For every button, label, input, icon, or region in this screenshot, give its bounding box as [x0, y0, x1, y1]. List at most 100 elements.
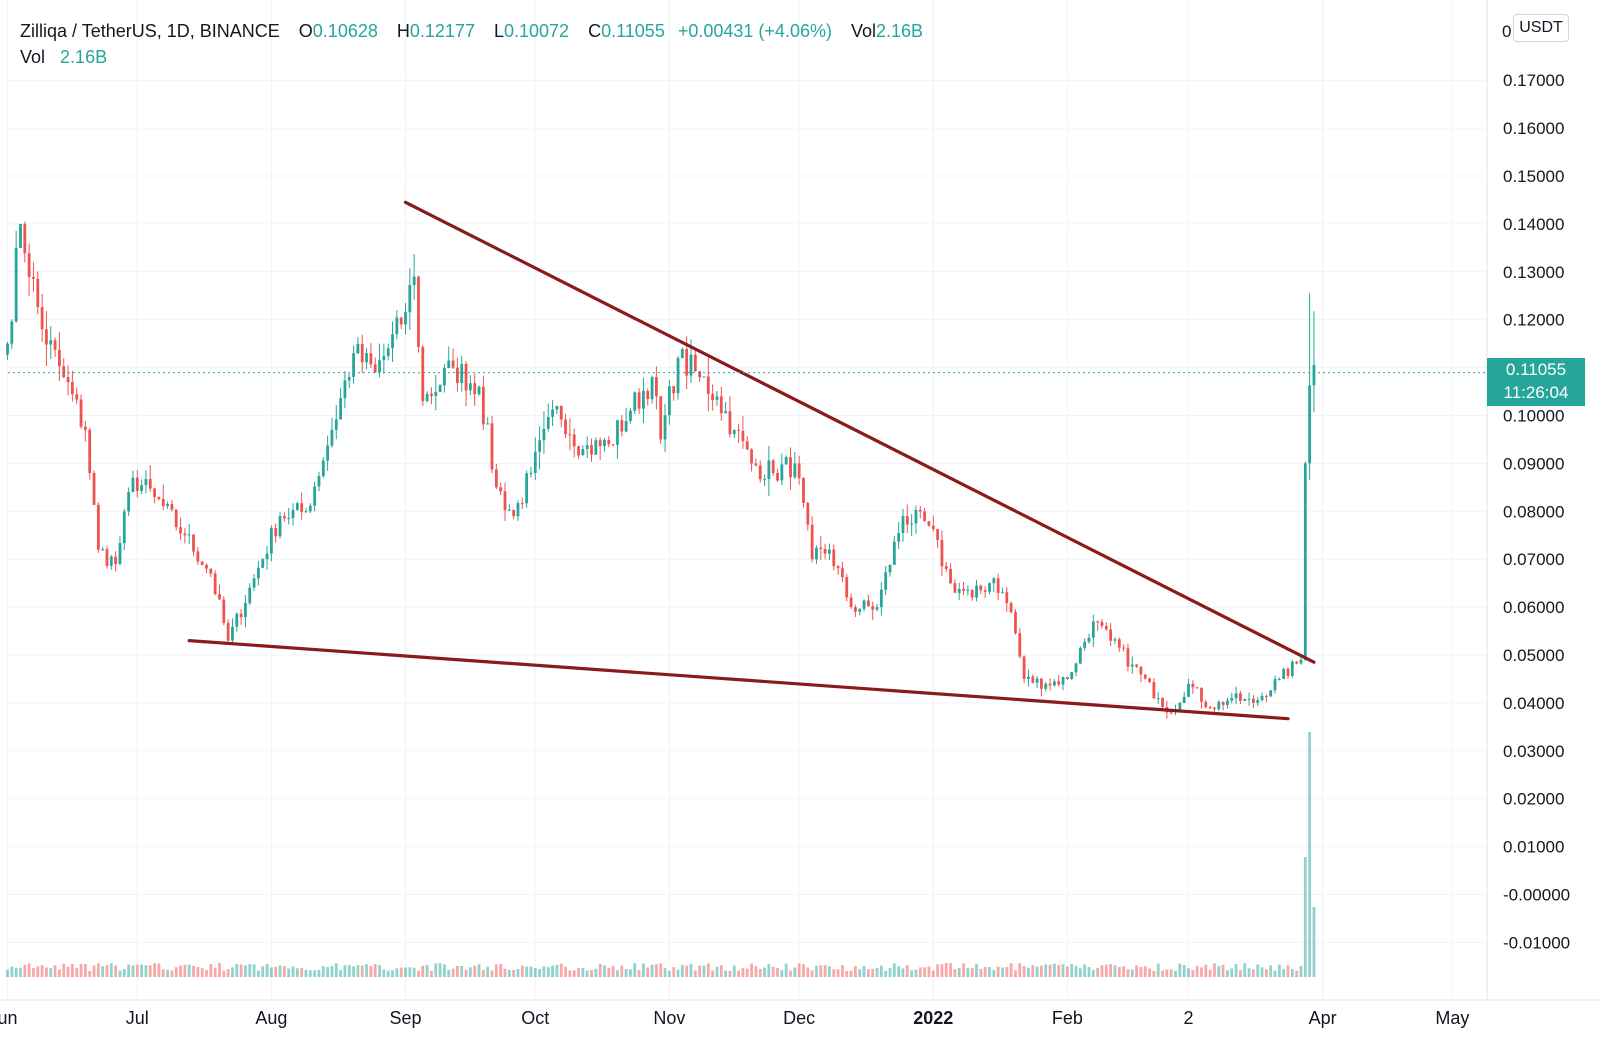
candle-body	[810, 524, 814, 560]
volume-bar	[784, 963, 788, 977]
candle-body	[321, 460, 325, 477]
candle-body	[1161, 698, 1164, 708]
candle-body	[412, 276, 416, 286]
candle-body	[581, 449, 585, 456]
candle-body	[975, 585, 978, 598]
legend: Zilliqa / TetherUS, 1D, BINANCE O0.10628…	[20, 18, 923, 70]
volume-bar	[512, 970, 516, 977]
candle-body	[391, 334, 394, 349]
volume-bar	[1083, 964, 1087, 977]
candle-body	[983, 590, 987, 592]
candle-body	[1221, 701, 1225, 705]
volume-bar	[1161, 970, 1164, 977]
currency-unit-button[interactable]: USDT	[1513, 14, 1569, 42]
open-label: O	[298, 21, 313, 41]
volume-bar	[538, 969, 541, 977]
volume-bar	[443, 964, 446, 977]
volume-bar	[1195, 965, 1199, 977]
volume-bar	[451, 968, 455, 977]
candle-body	[598, 440, 602, 447]
volume-bar	[806, 967, 810, 977]
candle-body	[1052, 681, 1056, 686]
y-tick-label: 0.13000	[1503, 263, 1564, 282]
candle-body	[594, 440, 598, 455]
volume-bar	[135, 964, 139, 977]
volume-bar	[430, 970, 433, 977]
candle-body	[503, 491, 507, 511]
candle-body	[231, 626, 234, 641]
volume-bar	[118, 970, 122, 977]
volume-bar	[598, 963, 602, 977]
volume-bar	[680, 964, 684, 977]
volume-bar	[767, 963, 771, 977]
volume-bar	[992, 969, 996, 977]
volume-bar	[179, 965, 182, 977]
volume-bar	[58, 969, 61, 977]
volume-bar	[404, 967, 407, 977]
candle-body	[1247, 698, 1251, 700]
candle-body	[884, 572, 888, 590]
candle-body	[226, 622, 230, 641]
volume-bar	[92, 965, 96, 977]
volume-bar	[559, 963, 563, 977]
volume-bar	[1074, 965, 1078, 977]
volume-bar	[655, 964, 658, 977]
volume-bar	[153, 963, 156, 977]
candle-body	[1113, 639, 1117, 641]
candle-body	[313, 486, 317, 506]
volume-bar	[1208, 969, 1212, 977]
volume-bar	[572, 970, 576, 977]
candle-body	[1031, 676, 1035, 683]
volume-bar	[789, 970, 792, 977]
last-price-label: 0.11055 11:26:04	[1487, 358, 1585, 406]
volume-bar	[274, 966, 278, 977]
candle-body	[399, 317, 403, 325]
volume-bar	[122, 968, 126, 977]
volume-bar	[1104, 964, 1108, 977]
volume-bar	[434, 963, 438, 977]
volume-bar	[75, 967, 79, 977]
volume-bar	[750, 963, 753, 977]
volume-bar	[144, 965, 148, 977]
volume-bar	[187, 964, 191, 977]
volume-bar	[140, 964, 144, 977]
candle-body	[858, 608, 862, 612]
legend-volume-row[interactable]: Vol 2.16B	[20, 44, 923, 70]
volume-bar	[6, 969, 9, 977]
trendline	[403, 200, 1316, 664]
candle-body	[40, 307, 44, 330]
candle-body	[1303, 463, 1307, 660]
candle-body	[27, 253, 31, 277]
volume-bar	[1087, 967, 1091, 977]
y-tick-label: -0.01000	[1503, 933, 1570, 952]
candle-body	[1277, 678, 1281, 680]
volume-bar	[1148, 968, 1151, 977]
candle-body	[499, 487, 503, 492]
volume-bar	[585, 970, 589, 977]
volume-bar	[1234, 963, 1238, 977]
candle-body	[140, 485, 144, 491]
volume-bar	[771, 966, 775, 977]
symbol-title[interactable]: Zilliqa / TetherUS, 1D, BINANCE	[20, 21, 280, 41]
candle-body	[218, 594, 221, 600]
volume-bar	[581, 967, 585, 977]
close-label: C	[588, 21, 602, 41]
volume-bar	[1027, 967, 1030, 977]
volume-bar	[962, 963, 965, 977]
high-label: H	[396, 21, 410, 41]
volume-bar	[88, 970, 92, 977]
volume-bar	[1014, 970, 1017, 977]
candle-body	[512, 509, 516, 517]
volume-bar	[533, 968, 537, 977]
y-tick-label: -0.00000	[1503, 886, 1570, 905]
candle-body	[1061, 677, 1065, 685]
volume-bar	[776, 967, 779, 977]
candle-body	[257, 567, 260, 579]
volume-bar	[676, 969, 680, 977]
candle-body	[1239, 693, 1242, 701]
volume-bar	[1152, 970, 1156, 977]
volume-bar	[45, 967, 48, 977]
volume-bar	[737, 970, 740, 977]
